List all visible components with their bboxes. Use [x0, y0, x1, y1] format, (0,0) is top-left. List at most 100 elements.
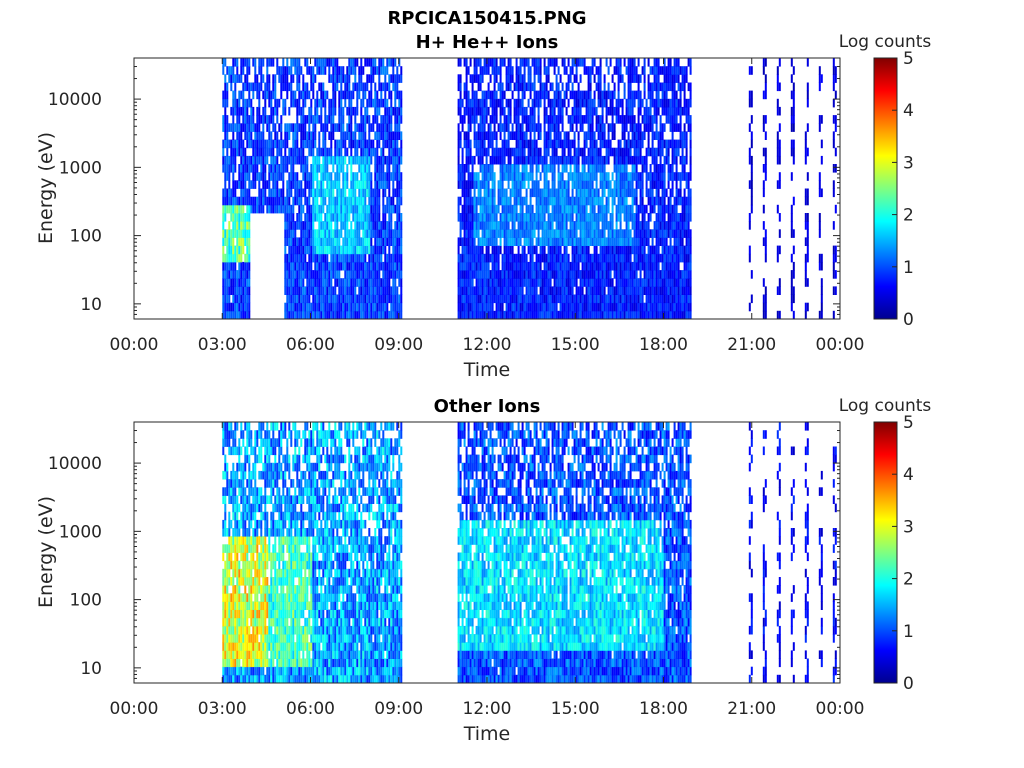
heatmap-cell [627, 188, 630, 198]
heatmap-cell [330, 213, 333, 222]
heatmap-cell [473, 245, 476, 255]
heatmap-cell [382, 237, 385, 246]
heatmap-cell [340, 204, 343, 214]
heatmap-cell [571, 58, 574, 67]
heatmap-cell [292, 294, 295, 304]
heatmap-cell [302, 310, 305, 320]
heatmap-cell [392, 74, 395, 83]
heatmap-cell [348, 131, 351, 140]
heatmap-cell [310, 164, 313, 173]
heatmap-cell [260, 155, 263, 165]
heatmap-cell [515, 139, 518, 149]
heatmap-cell [459, 237, 462, 246]
heatmap-cell [358, 310, 361, 320]
heatmap-cell [591, 261, 594, 271]
heatmap-cell [467, 196, 470, 206]
heatmap-cell [334, 261, 337, 271]
heatmap-cell [234, 261, 237, 271]
heatmap-cell [487, 286, 490, 295]
heatmap-cell [495, 131, 498, 140]
heatmap-cell [609, 253, 612, 263]
heatmap-cell [244, 106, 247, 116]
heatmap-cell [533, 115, 536, 124]
heatmap-cell [318, 180, 321, 189]
heatmap-cell [511, 66, 514, 75]
heatmap-cell [591, 66, 594, 75]
heatmap-cell [639, 237, 642, 246]
heatmap-cell [232, 106, 235, 116]
heatmap-cell [230, 123, 233, 132]
heatmap-cell [557, 123, 560, 132]
heatmap-cell [571, 196, 574, 206]
heatmap-cell [314, 261, 317, 271]
heatmap-cell [354, 286, 357, 295]
heatmap-cell [232, 155, 235, 165]
heatmap-cell [222, 245, 225, 255]
heatmap-cell [354, 261, 357, 271]
heatmap-cell [398, 131, 401, 140]
heatmap-cell [352, 270, 355, 279]
heatmap-cell [256, 172, 259, 181]
heatmap-cell [553, 66, 556, 75]
heatmap-cell [537, 213, 540, 222]
heatmap-cell [625, 278, 628, 287]
heatmap-cell [479, 196, 482, 206]
heatmap-cell [493, 310, 496, 320]
heatmap-cell [386, 204, 389, 214]
heatmap-cell [509, 310, 512, 320]
heatmap-cell [607, 237, 610, 246]
heatmap-cell [390, 98, 393, 108]
heatmap-cell [394, 172, 397, 181]
heatmap-cell [497, 123, 500, 132]
heatmap-cell [324, 229, 327, 238]
heatmap-cell [531, 221, 534, 230]
heatmap-cell [294, 261, 297, 271]
heatmap-cell [316, 270, 319, 279]
heatmap-cell [485, 188, 488, 198]
heatmap-cell [623, 147, 626, 157]
heatmap-cell [312, 245, 315, 255]
heatmap-cell [577, 237, 580, 246]
heatmap-cell [242, 139, 245, 149]
heatmap-cell [346, 90, 349, 100]
heatmap-cell [388, 74, 391, 83]
heatmap-cell [507, 286, 510, 295]
heatmap-cell [509, 278, 512, 287]
heatmap-cell [280, 196, 283, 206]
heatmap-cell [487, 302, 490, 312]
heatmap-cell [567, 147, 570, 157]
heatmap-cell [571, 155, 574, 165]
heatmap-cell [533, 180, 536, 189]
heatmap-cell [286, 253, 289, 263]
heatmap-cell [300, 261, 303, 271]
heatmap-cell [392, 131, 395, 140]
heatmap-cell [380, 123, 383, 132]
heatmap-cell [469, 98, 472, 108]
heatmap-cell [362, 147, 365, 157]
heatmap-cell [368, 196, 371, 206]
heatmap-cell [344, 196, 347, 206]
heatmap-cell [463, 310, 466, 320]
heatmap-cell [503, 90, 506, 100]
heatmap-cell [503, 286, 506, 295]
heatmap-cell [579, 286, 582, 295]
heatmap-cell [302, 278, 305, 287]
heatmap-cell [324, 147, 327, 157]
heatmap-cell [661, 237, 664, 246]
heatmap-cell [346, 302, 349, 312]
heatmap-cell [473, 131, 476, 140]
heatmap-cell [296, 66, 299, 75]
heatmap-cell [234, 270, 237, 279]
heatmap-cell [603, 82, 606, 92]
heatmap-cell [234, 221, 237, 230]
heatmap-cell [499, 229, 502, 238]
heatmap-cell [531, 123, 534, 132]
heatmap-cell [587, 155, 590, 165]
heatmap-cell [276, 172, 279, 181]
heatmap-cell [491, 245, 494, 255]
heatmap-cell [651, 270, 654, 279]
heatmap-cell [254, 196, 257, 206]
heatmap-cell [340, 302, 343, 312]
heatmap-cell [569, 172, 572, 181]
heatmap-cell [358, 131, 361, 140]
